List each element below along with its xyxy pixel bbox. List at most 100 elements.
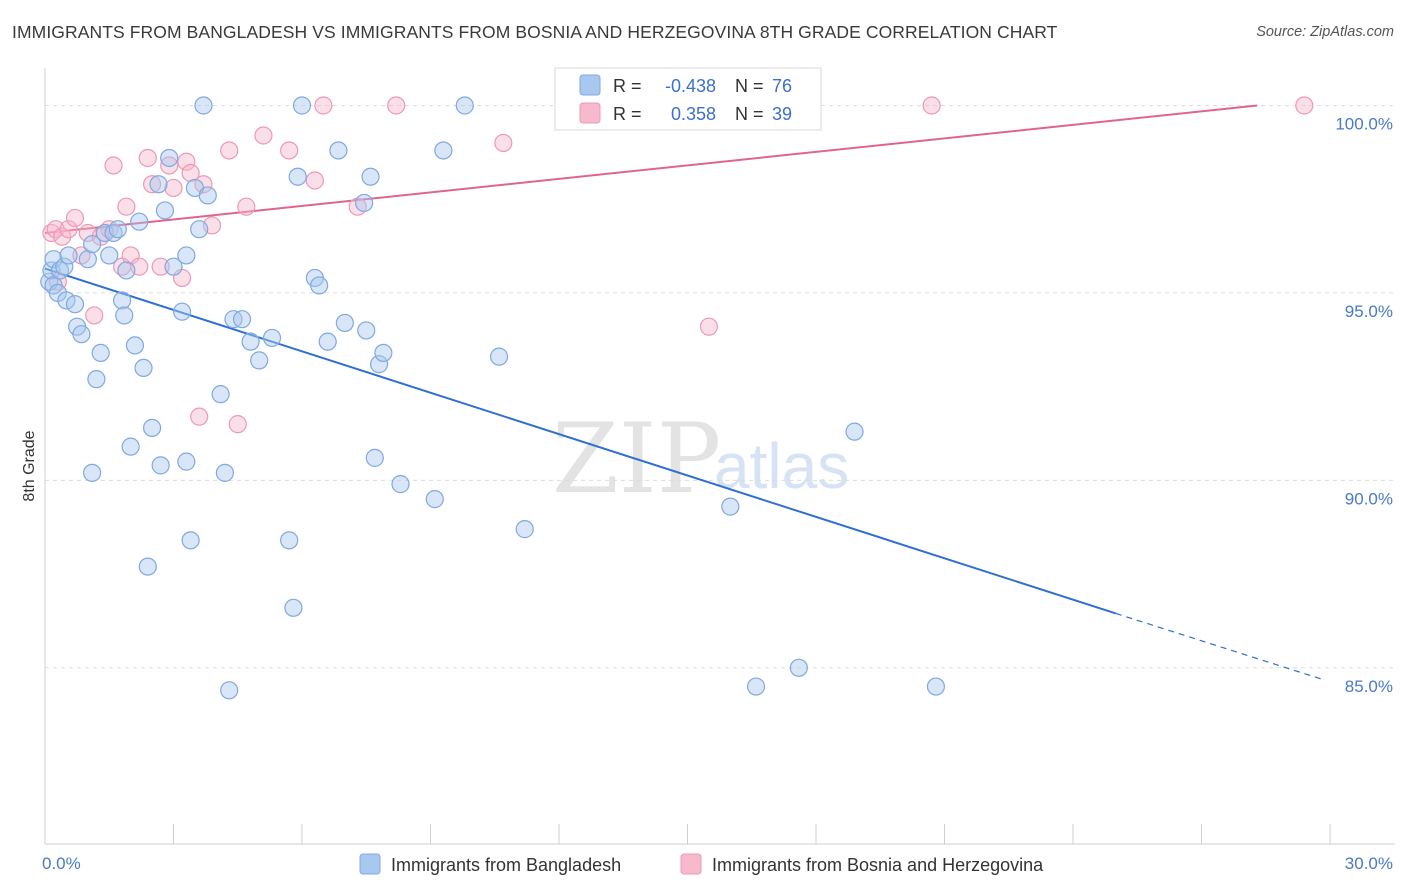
point-bangladesh-68 bbox=[365, 448, 384, 467]
point-bosnia-22 bbox=[177, 152, 196, 171]
x-tick-label-0: 0.0% bbox=[42, 854, 81, 873]
point-bangladesh-71 bbox=[515, 520, 534, 539]
point-bangladesh-62 bbox=[177, 452, 196, 471]
gridlines bbox=[45, 104, 1395, 669]
series-legend: Immigrants from Bangladesh Immigrants fr… bbox=[359, 853, 1044, 875]
point-bangladesh-66 bbox=[280, 531, 299, 550]
y-axis-ticks: 100.0% 95.0% 90.0% 85.0% bbox=[1335, 114, 1393, 695]
point-bosnia-18 bbox=[151, 257, 170, 276]
point-bangladesh-31 bbox=[172, 302, 192, 321]
point-bosnia-35 bbox=[699, 317, 719, 336]
point-bangladesh-76 bbox=[926, 677, 946, 696]
point-bangladesh-19 bbox=[108, 220, 127, 239]
bottom-legend-swatch-bosnia bbox=[680, 853, 702, 875]
point-bosnia-31 bbox=[314, 96, 333, 115]
point-bosnia-19 bbox=[160, 156, 179, 175]
legend-r-value-bangladesh: -0.438 bbox=[665, 76, 716, 96]
point-bangladesh-54 bbox=[374, 343, 393, 363]
point-bosnia-17 bbox=[142, 175, 162, 194]
watermark: ZIP atlas bbox=[552, 403, 849, 515]
point-bangladesh-22 bbox=[117, 261, 136, 280]
legend-n-label-bangladesh: N = bbox=[735, 76, 764, 96]
series-bosnia-points bbox=[42, 96, 1314, 434]
point-bosnia-16 bbox=[138, 148, 157, 168]
point-bangladesh-20 bbox=[112, 291, 132, 310]
point-bangladesh-61 bbox=[151, 456, 170, 475]
bottom-legend-swatch-bangladesh bbox=[359, 853, 381, 875]
point-bangladesh-56 bbox=[434, 141, 453, 160]
point-bangladesh-13 bbox=[83, 235, 102, 254]
point-bosnia-13 bbox=[117, 197, 136, 216]
point-bangladesh-55 bbox=[355, 193, 374, 213]
point-bangladesh-59 bbox=[83, 463, 102, 482]
point-bangladesh-47 bbox=[310, 276, 329, 295]
point-bangladesh-51 bbox=[357, 321, 376, 340]
legend-swatch-bangladesh bbox=[579, 74, 601, 96]
y-axis-label: 8th Grade bbox=[21, 430, 38, 501]
point-bangladesh-24 bbox=[130, 212, 149, 231]
point-bangladesh-17 bbox=[100, 246, 119, 265]
legend-r-label-bangladesh: R = bbox=[613, 76, 642, 96]
point-bosnia-28 bbox=[254, 126, 273, 145]
point-bangladesh-50 bbox=[335, 313, 354, 333]
point-bosnia-29 bbox=[280, 141, 299, 160]
y-tick-label-1: 95.0% bbox=[1345, 302, 1393, 321]
point-bangladesh-38 bbox=[215, 463, 234, 482]
bottom-legend-label-bosnia: Immigrants from Bosnia and Herzegovina bbox=[712, 855, 1044, 875]
trend-line-bosnia bbox=[44, 104, 1258, 234]
point-bangladesh-36 bbox=[194, 96, 213, 115]
legend-n-value-bangladesh: 76 bbox=[772, 76, 792, 96]
point-bosnia-38 bbox=[190, 407, 209, 426]
point-bangladesh-32 bbox=[177, 246, 196, 265]
point-bangladesh-9 bbox=[65, 295, 85, 314]
point-bosnia-4 bbox=[59, 220, 78, 239]
trend-line-bangladesh-extension bbox=[1115, 612, 1322, 680]
source-credit: Source: ZipAtlas.com bbox=[1256, 24, 1394, 40]
point-bangladesh-14 bbox=[87, 370, 106, 389]
x-tick-label-1: 30.0% bbox=[1345, 854, 1393, 873]
point-bangladesh-60 bbox=[121, 437, 140, 456]
point-bangladesh-67 bbox=[284, 598, 303, 617]
point-bangladesh-30 bbox=[164, 257, 183, 276]
point-bangladesh-49 bbox=[329, 141, 348, 160]
point-bosnia-20 bbox=[164, 178, 183, 198]
point-bangladesh-52 bbox=[361, 167, 380, 186]
point-bosnia-37 bbox=[1295, 96, 1314, 115]
point-bosnia-33 bbox=[387, 96, 406, 115]
point-bosnia-34 bbox=[494, 133, 513, 153]
point-bangladesh-69 bbox=[391, 475, 410, 494]
legend-n-label-bosnia: N = bbox=[735, 104, 764, 124]
point-bangladesh-72 bbox=[721, 497, 740, 516]
legend-swatch-bosnia bbox=[579, 102, 601, 124]
point-bosnia-8 bbox=[85, 306, 104, 325]
point-bosnia-23 bbox=[181, 163, 200, 183]
point-bangladesh-74 bbox=[845, 422, 864, 441]
axes bbox=[44, 68, 1395, 845]
legend-n-value-bosnia: 39 bbox=[772, 104, 792, 124]
point-bangladesh-40 bbox=[232, 310, 252, 329]
point-bangladesh-44 bbox=[288, 167, 307, 186]
point-bangladesh-65 bbox=[220, 681, 239, 700]
point-bangladesh-34 bbox=[190, 220, 209, 239]
point-bangladesh-21 bbox=[115, 306, 134, 325]
trend-lines bbox=[44, 104, 1322, 680]
point-bangladesh-70 bbox=[425, 490, 444, 509]
series-bangladesh-points bbox=[40, 96, 946, 700]
point-bangladesh-42 bbox=[250, 351, 269, 370]
point-bangladesh-15 bbox=[91, 343, 110, 363]
point-bosnia-27 bbox=[237, 197, 256, 216]
point-bosnia-5 bbox=[65, 208, 85, 228]
point-bangladesh-75 bbox=[746, 677, 766, 696]
point-bosnia-39 bbox=[228, 415, 247, 434]
y-tick-label-0: 100.0% bbox=[1335, 114, 1393, 133]
point-bangladesh-64 bbox=[138, 557, 157, 576]
point-bangladesh-43 bbox=[262, 328, 282, 348]
point-bangladesh-53 bbox=[370, 355, 389, 374]
y-tick-label-3: 85.0% bbox=[1345, 677, 1393, 696]
point-bangladesh-73 bbox=[789, 658, 808, 677]
point-bangladesh-27 bbox=[149, 175, 168, 194]
point-bangladesh-41 bbox=[241, 332, 260, 351]
point-bangladesh-48 bbox=[318, 332, 337, 351]
point-bangladesh-3 bbox=[44, 250, 63, 269]
